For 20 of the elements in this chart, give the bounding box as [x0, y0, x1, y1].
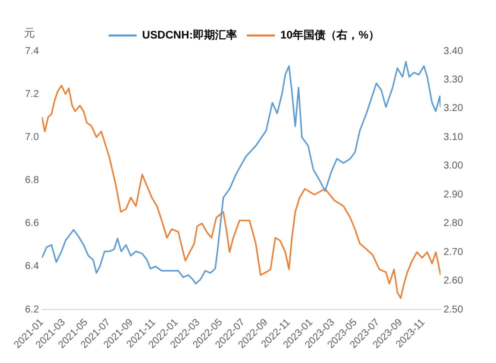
y2-tick-label: 2.70	[444, 246, 464, 258]
y-tick-label: 6.4	[24, 261, 40, 272]
y2-tick-label: 3.00	[444, 160, 464, 172]
y-tick-label: 7.0	[24, 132, 40, 143]
y-tick-label: 7.4	[24, 46, 40, 57]
y2-tick-label: 3.10	[444, 132, 464, 143]
y-axis-title: 元	[24, 28, 35, 40]
y-tick-label: 6.8	[24, 175, 40, 186]
y-tick-label: 6.2	[24, 304, 40, 316]
y2-tick-label: 2.50	[444, 304, 464, 316]
y2-tick-label: 2.90	[444, 189, 464, 200]
y-tick-label: 7.2	[24, 88, 40, 100]
y2-tick-label: 2.60	[444, 276, 464, 287]
legend-label: 10年国债（右，%）	[280, 28, 380, 42]
legend-label: USDCNH:即期汇率	[142, 28, 237, 42]
y2-tick-label: 3.30	[444, 74, 464, 86]
y2-tick-label: 3.40	[444, 46, 464, 57]
y2-tick-label: 3.20	[444, 103, 464, 114]
y-tick-label: 6.6	[24, 218, 40, 230]
y2-tick-label: 2.80	[444, 218, 464, 230]
